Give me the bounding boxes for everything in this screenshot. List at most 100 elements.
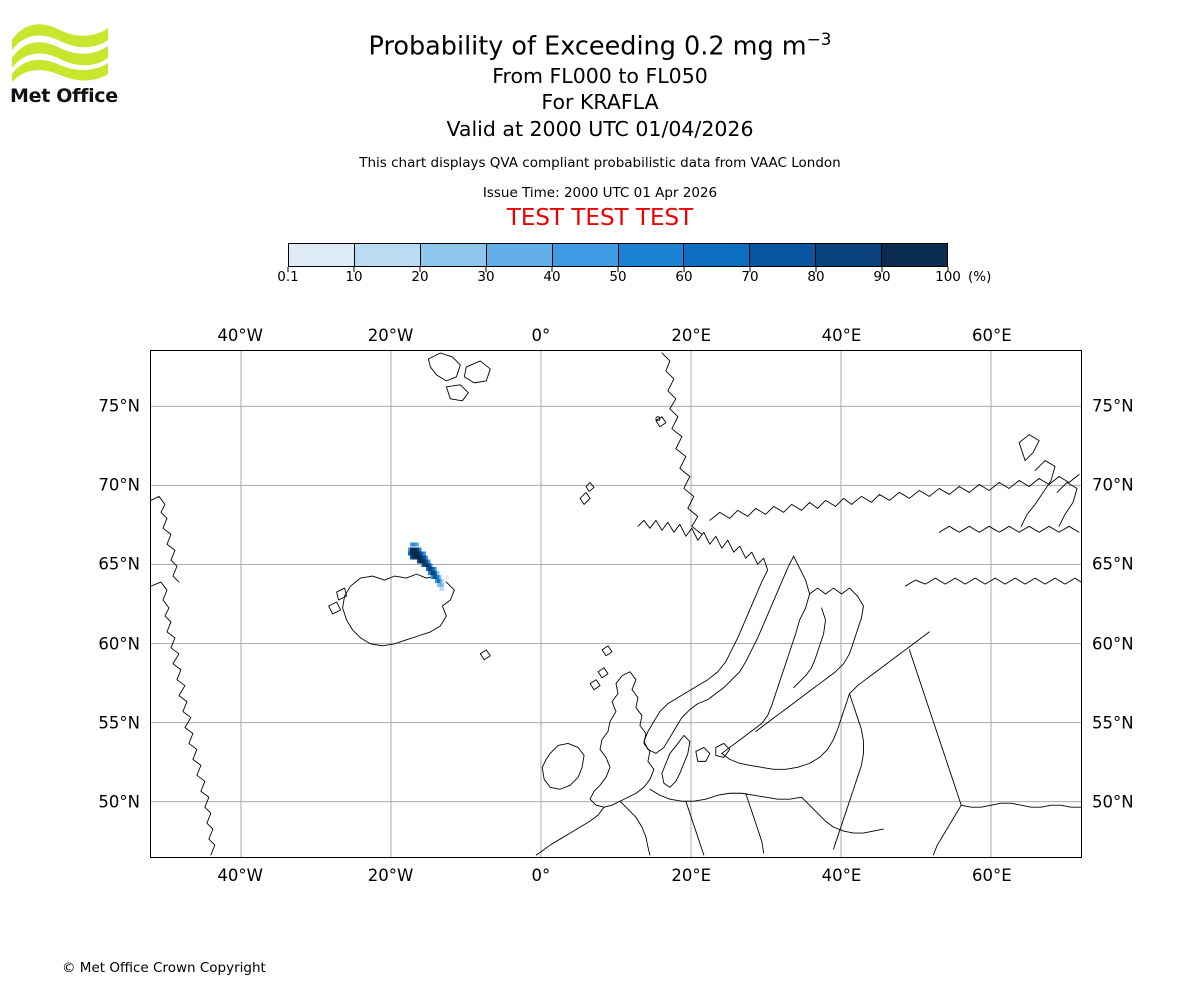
colorbar-tick-label-0: 0.1 (277, 269, 299, 285)
plume-cell (416, 542, 420, 547)
plume-cell (416, 551, 420, 556)
lon-tick-label-bottom--40: 40°W (217, 866, 263, 885)
met-office-logo: Met Office (10, 18, 122, 118)
plume-cell (419, 559, 422, 564)
plume-cell (437, 575, 440, 580)
plume-cell (428, 571, 431, 576)
plume-cell (428, 563, 431, 568)
plume-cell (423, 555, 426, 560)
colorbar-band-2 (419, 244, 486, 266)
plume-cell (434, 567, 438, 572)
plume-cell (407, 547, 411, 552)
qva-note: This chart displays QVA compliant probab… (359, 155, 841, 171)
colorbar-tickmark-4 (551, 267, 553, 272)
plume-cell (434, 575, 438, 580)
lon-tick-label-bottom-20: 20°E (671, 866, 711, 885)
plume-cell (441, 586, 444, 591)
plume-cell (414, 547, 417, 552)
probability-map[interactable] (150, 350, 1082, 858)
colorbar-tick-label-7: 70 (741, 269, 759, 285)
map-gridlines (151, 351, 1081, 857)
plume-cell (421, 563, 424, 568)
lon-tick-label-bottom-60: 60°E (971, 866, 1012, 885)
plume-cell (430, 563, 433, 568)
plume-cell (434, 579, 438, 584)
page-title: Probability of Exceeding 0.2 mg m−3 (130, 24, 1070, 63)
plume-cell (441, 583, 444, 588)
plume-cell (414, 551, 417, 556)
colorbar-bands (288, 243, 948, 267)
colorbar-band-1 (353, 244, 420, 266)
plume-cell (439, 583, 442, 588)
plume-cell (414, 555, 417, 560)
colorbar-tickmark-1 (353, 267, 355, 272)
plume-cell (432, 575, 435, 580)
colorbar-tick-label-6: 60 (675, 269, 693, 285)
plume-cell (434, 571, 438, 576)
plume-cell (437, 579, 440, 584)
plume-cell (441, 579, 444, 584)
title-exponent: −3 (806, 29, 832, 49)
lon-tick-label-bottom-0: 0° (531, 866, 551, 885)
plume-cell (421, 559, 424, 564)
plume-cell (423, 563, 426, 568)
plume-cell (439, 575, 442, 580)
plume-cell (425, 555, 429, 560)
plume-cell (443, 578, 447, 583)
test-banner: TEST TEST TEST (506, 205, 694, 231)
colorbar-tickmark-2 (419, 267, 421, 272)
probability-colorbar: 0.1 10 20 30 40 50 60 70 80 90 100 (277, 243, 961, 285)
lon-tick-label-top-40: 40°E (821, 326, 862, 345)
colorbar-band-4 (551, 244, 618, 266)
copyright-notice: © Met Office Crown Copyright (62, 960, 266, 976)
plume-cell (423, 551, 426, 556)
lat-tick-label-left-75: 75°N (98, 396, 140, 416)
plume-cell (446, 575, 449, 580)
colorbar-band-3 (485, 244, 552, 266)
title-volcano: For KRAFLA (541, 90, 659, 114)
plume-cell (410, 547, 413, 552)
plume-cell (410, 555, 413, 560)
lat-tick-label-left-55: 55°N (98, 713, 140, 733)
plume-cell (439, 579, 442, 584)
plume-cell (428, 567, 431, 572)
plume-cell (414, 542, 417, 547)
colorbar-tick-label-1: 10 (345, 269, 363, 285)
issue-time: Issue Time: 2000 UTC 01 Apr 2026 (482, 185, 718, 201)
plume-cell (437, 583, 440, 588)
plume-cell (410, 542, 413, 547)
plume-cell (432, 567, 435, 572)
plume-cell (425, 559, 429, 564)
plume-cell (421, 551, 424, 556)
colorbar-tick-label-9: 90 (873, 269, 891, 285)
plume-cell (423, 559, 426, 564)
colorbar-tickmark-6 (683, 267, 685, 272)
plume-cell (430, 571, 433, 576)
colorbar-tick-label-2: 20 (411, 269, 429, 285)
colorbar-tickmark-10 (947, 267, 949, 272)
plume-cell (437, 571, 440, 576)
lon-tick-label-bottom--20: 20°W (367, 866, 414, 885)
colorbar-tickmark-7 (749, 267, 751, 272)
title-main-text: Probability of Exceeding 0.2 mg m (368, 31, 807, 62)
plume-cell (416, 547, 420, 552)
met-office-logo-text: Met Office (10, 85, 118, 107)
map-canvas (151, 351, 1081, 857)
plume-cell (432, 571, 435, 576)
colorbar-band-0 (289, 244, 354, 266)
lat-tick-label-right-55: 55°N (1092, 713, 1134, 733)
plume-cell (430, 567, 433, 572)
plume-cell (412, 542, 415, 547)
plume-cell (412, 555, 415, 560)
lat-tick-label-right-75: 75°N (1092, 396, 1134, 416)
colorbar-tick-label-10: 100 (935, 269, 961, 285)
lon-tick-label-top--40: 40°W (217, 326, 263, 345)
plume-cell (416, 555, 420, 560)
colorbar-tickmark-5 (617, 267, 619, 272)
plume-cell (410, 551, 413, 556)
plume-cell (419, 547, 422, 552)
lat-tick-label-right-65: 65°N (1092, 554, 1134, 574)
plume-cell (419, 555, 422, 560)
met-office-wave-icon (12, 24, 108, 82)
colorbar-band-6 (683, 244, 750, 266)
